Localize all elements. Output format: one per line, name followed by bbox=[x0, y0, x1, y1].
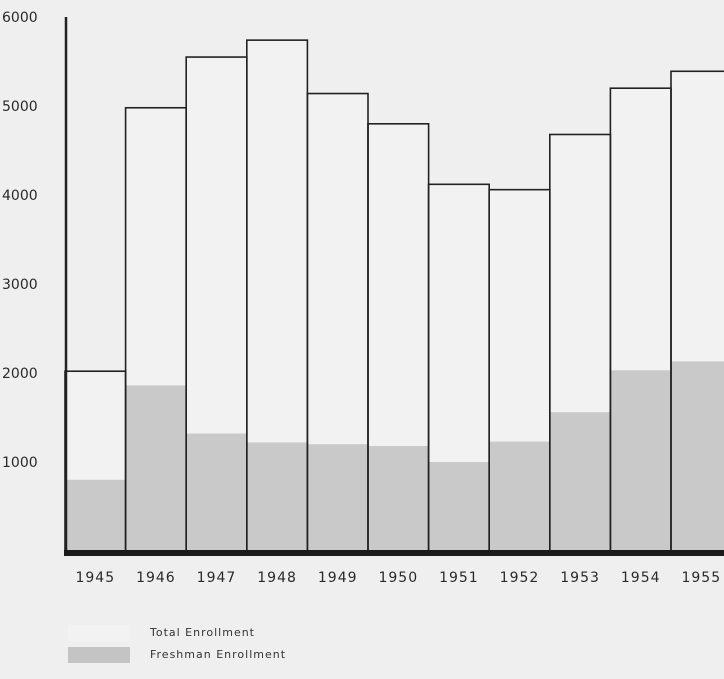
freshman-bar-1954 bbox=[610, 370, 671, 551]
x-tick-label-1952: 1952 bbox=[500, 570, 540, 586]
x-tick-label-1954: 1954 bbox=[621, 570, 661, 586]
freshman-bar-1953 bbox=[549, 412, 611, 551]
freshman-bar-1951 bbox=[428, 462, 490, 551]
freshman-bar-1949 bbox=[307, 444, 368, 551]
freshman-bar-1952 bbox=[489, 441, 550, 551]
y-tick-label-4000: 4000 bbox=[2, 188, 38, 204]
legend-label-freshman: Freshman Enrollment bbox=[150, 648, 287, 661]
x-tick-label-1949: 1949 bbox=[318, 570, 358, 586]
x-tick-label-1950: 1950 bbox=[378, 570, 418, 586]
legend-item-freshman: Freshman Enrollment bbox=[66, 647, 666, 669]
x-tick-label-1946: 1946 bbox=[136, 570, 176, 586]
legend-swatch-total bbox=[68, 625, 130, 641]
x-tick-label-1951: 1951 bbox=[439, 570, 479, 586]
legend-swatch-freshman bbox=[68, 647, 130, 663]
legend-item-total: Total Enrollment bbox=[66, 625, 666, 647]
baseline bbox=[64, 550, 724, 556]
freshman-bar-1947 bbox=[186, 433, 247, 551]
x-tick-label-1953: 1953 bbox=[560, 570, 600, 586]
x-tick-label-1955: 1955 bbox=[681, 570, 721, 586]
x-tick-label-1947: 1947 bbox=[197, 570, 237, 586]
legend: Total Enrollment Freshman Enrollment bbox=[66, 625, 666, 669]
freshman-bar-1945 bbox=[65, 479, 126, 551]
freshman-bar-1955 bbox=[671, 361, 724, 551]
freshman-bar-1946 bbox=[125, 385, 187, 551]
x-tick-label-1948: 1948 bbox=[257, 570, 297, 586]
freshman-bar-1948 bbox=[246, 442, 308, 551]
y-tick-label-5000: 5000 bbox=[2, 99, 38, 115]
freshman-bar-1950 bbox=[368, 445, 429, 551]
y-tick-label-6000: 6000 bbox=[2, 10, 38, 26]
y-tick-label-2000: 2000 bbox=[2, 366, 38, 382]
legend-label-total: Total Enrollment bbox=[150, 626, 255, 639]
y-tick-label-3000: 3000 bbox=[2, 277, 38, 293]
x-tick-label-1945: 1945 bbox=[75, 570, 115, 586]
y-tick-label-1000: 1000 bbox=[2, 455, 38, 471]
